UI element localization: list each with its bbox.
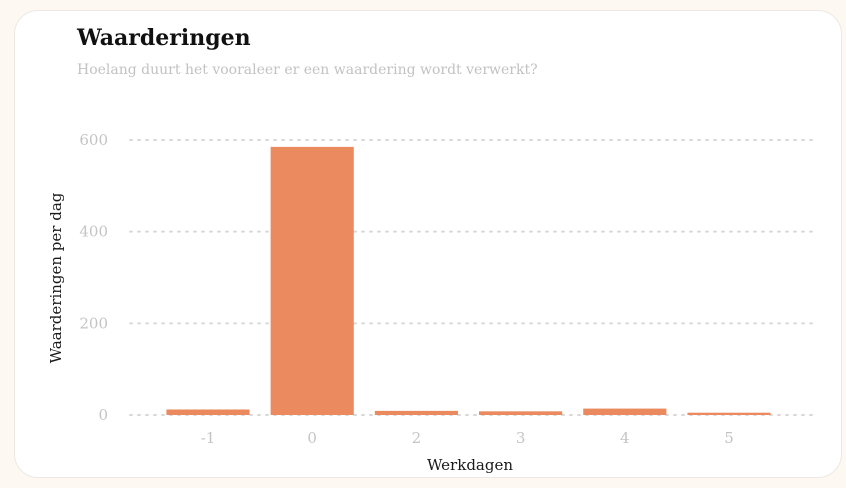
y-tick-label-0: 0 — [98, 406, 108, 424]
bars — [166, 146, 771, 415]
x-tick-label-4: 4 — [620, 429, 630, 447]
bar-2 — [374, 410, 458, 415]
y-tick-labels: 0 200 400 600 — [79, 131, 108, 424]
y-tick-label-200: 200 — [79, 314, 108, 332]
y-tick-label-600: 600 — [79, 131, 108, 149]
chart-title: Waarderingen — [77, 25, 251, 51]
x-tick-label--1: -1 — [201, 429, 216, 447]
x-tick-label-5: 5 — [724, 429, 734, 447]
x-axis-label: Werkdagen — [427, 456, 513, 474]
x-tick-label-2: 2 — [412, 429, 422, 447]
y-tick-label-400: 400 — [79, 223, 108, 241]
y-axis-label: Waarderingen per dag — [47, 192, 65, 363]
bar-0 — [270, 146, 354, 415]
chart-subtitle: Hoelang duurt het vooraleer er een waard… — [77, 62, 538, 78]
chart-card: Waarderingen Hoelang duurt het vooraleer… — [14, 10, 842, 478]
bar--1 — [166, 409, 250, 415]
bar-5 — [687, 412, 771, 415]
x-tick-labels: -1 0 2 3 4 5 — [201, 429, 734, 447]
x-tick-label-0: 0 — [307, 429, 317, 447]
grid-lines — [129, 139, 815, 416]
x-tick-label-3: 3 — [516, 429, 526, 447]
bar-4 — [583, 408, 667, 415]
bar-3 — [479, 411, 563, 415]
